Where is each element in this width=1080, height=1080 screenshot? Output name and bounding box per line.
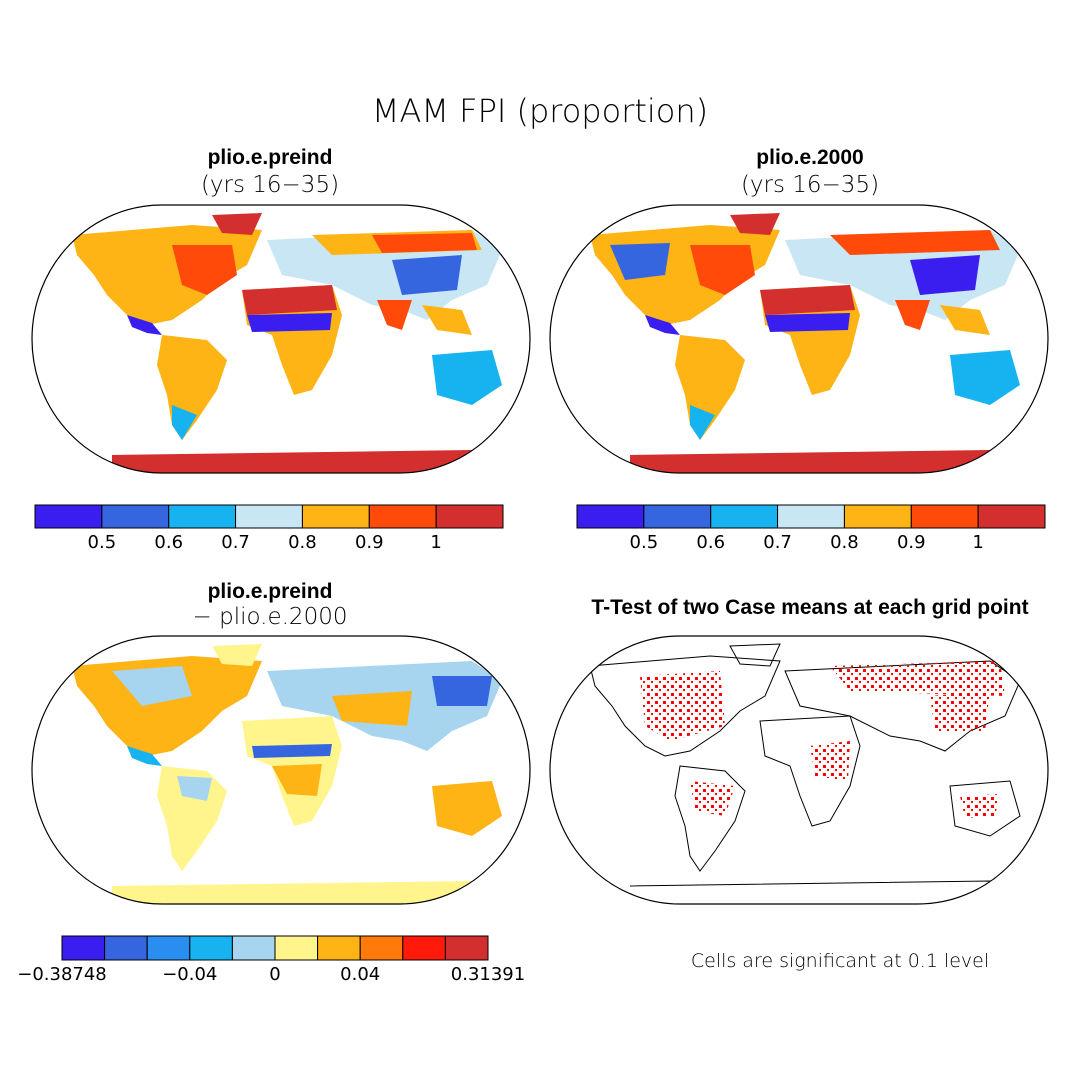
- se-asia: [422, 305, 472, 335]
- colorbar-top-right-tick-label: 1: [972, 532, 983, 553]
- colorbar-diff-tick-label: 0.04: [340, 964, 380, 985]
- colorbar-top-left-swatch: [235, 504, 303, 529]
- colorbar-top-left: 0.5 0.6 0.7 0.8 0.9 1: [34, 504, 504, 553]
- sahara: [242, 285, 337, 315]
- colorbar-top-right-swatch: [710, 504, 779, 529]
- antarctica: [112, 450, 472, 473]
- colorbar-top-right-swatch: [910, 504, 979, 529]
- colorbar-top-left-tick-label: 0.7: [221, 532, 250, 553]
- colorbar-diff-swatch: [317, 935, 361, 961]
- map-panel-2000: [590, 213, 1020, 473]
- colorbar-top-left-tick-label: 1: [430, 532, 441, 553]
- colorbar-top-left-swatch: [101, 504, 170, 529]
- colorbar-top-right-tick-label: 0.8: [830, 532, 859, 553]
- map-panel-difference: [72, 644, 502, 904]
- colorbar-top-left-swatch: [168, 504, 237, 529]
- panel-4-title: T-Test of two Case means at each grid po…: [591, 596, 1029, 619]
- eurasia: [267, 230, 502, 320]
- colorbar-top-left-swatch: [435, 504, 504, 529]
- colorbar-top-right: 0.5 0.6 0.7 0.8 0.9 1: [576, 504, 1046, 553]
- australia: [432, 350, 502, 405]
- colorbar-top-right-tick-label: 0.6: [696, 532, 725, 553]
- colorbar-top-left-tick-label: 0.5: [88, 532, 117, 553]
- colorbar-diff-swatch: [402, 935, 446, 961]
- colorbar-top-left-swatch: [368, 504, 437, 529]
- colorbar-diff-swatch: [444, 935, 489, 961]
- colorbar-top-left-swatch: [34, 504, 103, 529]
- colorbar-top-right-tick-label: 0.9: [897, 532, 926, 553]
- colorbar-top-right-swatch: [777, 504, 845, 529]
- colorbar-top-left-tick-label: 0.9: [355, 532, 384, 553]
- colorbar-top-right-swatch: [843, 504, 912, 529]
- colorbar-top-left-tick-label: 0.8: [288, 532, 317, 553]
- colorbar-diff-tick-label: 0: [269, 964, 280, 985]
- panel-3-title: plio.e.preind: [207, 580, 333, 603]
- colorbar-top-left-swatch: [301, 504, 370, 529]
- colorbar-diff-tick-label: 0.31391: [451, 964, 525, 985]
- panel-1-title: plio.e.preind: [207, 146, 333, 169]
- land-masses: [72, 213, 502, 473]
- sahel: [247, 313, 332, 332]
- colorbar-top-right-swatch: [643, 504, 712, 529]
- colorbar-diff-tick-label: −0.04: [162, 964, 217, 985]
- colorbar-diff-swatch: [146, 935, 191, 961]
- colorbar-top-left-tick-label: 0.6: [154, 532, 183, 553]
- figure-title: MAM FPI (proportion): [371, 92, 709, 130]
- panel-2-subtitle: (yrs 16−35): [740, 172, 880, 198]
- colorbar-diff-swatch: [359, 935, 404, 961]
- map-panel-preind: [72, 213, 502, 473]
- colorbar-diff-tick-label: −0.38748: [17, 964, 107, 985]
- south-america-south: [172, 405, 197, 440]
- colorbar-top-right-swatch: [977, 504, 1046, 529]
- panel-3-subtitle: − plio.e.2000: [192, 604, 348, 630]
- map-panel-ttest: [589, 643, 1021, 904]
- colorbar-diff-swatch: [231, 935, 276, 961]
- colorbar-diff-swatch: [274, 935, 319, 961]
- north-america-east: [172, 245, 237, 295]
- china: [392, 255, 462, 295]
- colorbar-top-right-tick-label: 0.5: [630, 532, 659, 553]
- colorbar-top-right-swatch: [576, 504, 645, 529]
- colorbar-diff-swatch: [61, 935, 106, 961]
- colorbar-diff-swatch: [189, 935, 233, 961]
- india: [377, 300, 412, 330]
- panel-1-subtitle: (yrs 16−35): [200, 172, 340, 198]
- colorbar-difference: −0.38748 −0.04 0 0.04 0.31391: [17, 935, 525, 985]
- south-america: [157, 335, 227, 440]
- central-america: [127, 315, 162, 335]
- colorbar-top-right-tick-label: 0.7: [763, 532, 792, 553]
- panel-2-title: plio.e.2000: [756, 146, 864, 169]
- greenland: [212, 213, 262, 235]
- colorbar-diff-swatch: [104, 935, 148, 961]
- significance-note: Cells are significant at 0.1 level: [690, 950, 990, 972]
- north-asia-red: [372, 233, 477, 253]
